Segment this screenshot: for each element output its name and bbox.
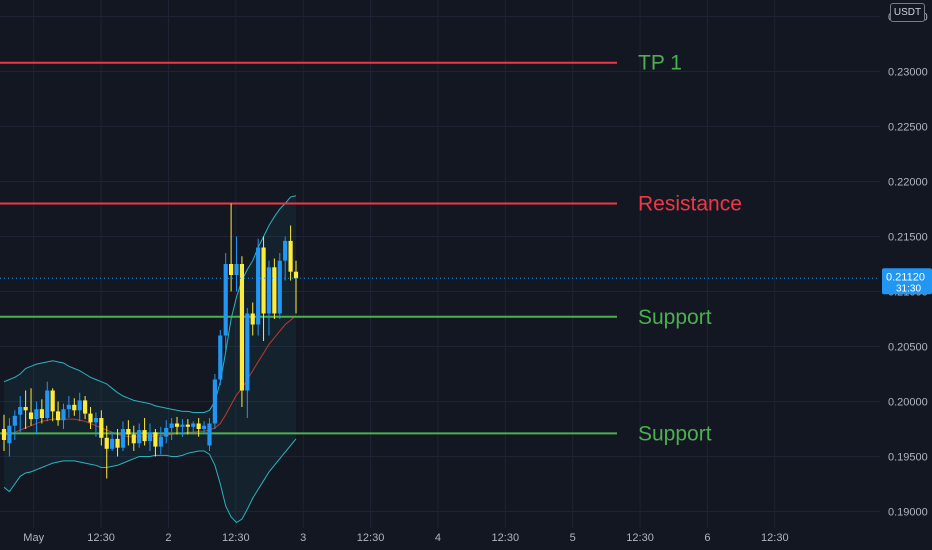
candle-body xyxy=(93,418,99,423)
candle-body xyxy=(120,429,126,448)
time-tick-label: May xyxy=(23,532,44,544)
candle-body xyxy=(229,264,234,275)
candle-body xyxy=(50,390,55,412)
level-label: Support xyxy=(638,422,712,445)
candle-body xyxy=(88,413,93,423)
candle-body xyxy=(110,438,115,449)
candle-body xyxy=(234,264,239,275)
time-tick-label: 6 xyxy=(704,532,710,544)
candle-body xyxy=(18,407,23,415)
time-tick-label: 2 xyxy=(165,532,171,544)
level-label: Resistance xyxy=(638,193,742,216)
time-tick-label: 5 xyxy=(570,532,576,544)
candle-body xyxy=(174,423,180,427)
candle-body xyxy=(28,412,34,420)
candle-body xyxy=(196,423,201,429)
price-tick-label: 0.20000 xyxy=(888,397,928,409)
price-tick-label: 0.22000 xyxy=(888,177,928,189)
candle-body xyxy=(115,438,120,448)
candle-body xyxy=(61,409,66,421)
price-tick-label: 0.23000 xyxy=(888,67,928,79)
candle-body xyxy=(207,423,212,446)
horizontal-levels[interactable]: TP 1 Resistance Support Support xyxy=(0,52,742,446)
candle-body xyxy=(153,432,158,447)
candle-body xyxy=(293,271,299,279)
candle-body xyxy=(142,430,147,442)
candle-body xyxy=(12,415,17,426)
level-label: TP 1 xyxy=(638,52,682,75)
candle-body xyxy=(169,423,174,428)
candle-body xyxy=(164,427,169,437)
candle-body xyxy=(218,335,223,380)
last-price-countdown: 31:30 xyxy=(896,283,921,294)
candle-body xyxy=(245,313,250,391)
price-tick-label: 0.19000 xyxy=(888,507,928,519)
time-tick-label: 12:30 xyxy=(626,532,654,544)
time-axis[interactable]: May 12:30 2 12:30 3 12:30 4 12:30 5 12:30 6 12:30 xyxy=(23,532,788,544)
candle-body xyxy=(288,240,293,272)
candle-body xyxy=(256,247,261,325)
time-tick-label: 3 xyxy=(300,532,306,544)
candle-body xyxy=(212,379,217,424)
candle-body xyxy=(272,267,277,314)
time-tick-label: 12:30 xyxy=(492,532,520,544)
band-fill xyxy=(4,195,296,523)
candle-body xyxy=(104,437,109,449)
candlesticks xyxy=(1,203,299,479)
candle-body xyxy=(99,418,104,438)
candle-body xyxy=(72,404,77,411)
candle-body xyxy=(131,434,136,444)
candle-body xyxy=(66,404,71,410)
candle-body xyxy=(7,425,12,444)
band-lower-line xyxy=(3,438,297,524)
candle-body xyxy=(147,432,153,442)
candle-body xyxy=(39,409,44,418)
last-price-badge xyxy=(882,268,932,295)
time-tick-label: 12:30 xyxy=(222,532,250,544)
price-tick-label: 0.20500 xyxy=(888,342,928,354)
candle-body xyxy=(239,264,245,391)
candle-body xyxy=(83,400,88,414)
price-tick-label: 0.19500 xyxy=(888,452,928,464)
currency-badge[interactable]: USDT xyxy=(890,3,925,22)
time-tick-label: 12:30 xyxy=(87,532,115,544)
time-tick-label: 12:30 xyxy=(357,532,385,544)
time-tick-label: 12:30 xyxy=(761,532,789,544)
candle-body xyxy=(277,260,282,314)
time-tick-label: 4 xyxy=(435,532,441,544)
candle-body xyxy=(1,429,7,440)
price-tick-label: 0.21500 xyxy=(888,232,928,244)
band-upper-line xyxy=(3,195,297,413)
candle-body xyxy=(126,429,131,435)
candle-body xyxy=(266,267,272,314)
candle-body xyxy=(55,411,61,421)
candle-body xyxy=(158,436,163,447)
candle-body xyxy=(34,409,39,420)
candle-body xyxy=(77,400,82,411)
candle-body xyxy=(223,264,228,336)
candle-body xyxy=(250,313,255,325)
candle-body xyxy=(137,430,142,444)
candle-body xyxy=(45,390,50,418)
candle-body xyxy=(23,407,28,411)
candle-body xyxy=(201,425,207,429)
candle-body xyxy=(185,424,190,427)
level-label: Support xyxy=(638,306,712,329)
candle-body xyxy=(180,424,185,427)
price-tick-label: 0.22500 xyxy=(888,122,928,134)
candle-body xyxy=(283,240,288,261)
candle-body xyxy=(191,423,196,427)
last-price-value: 0.21120 xyxy=(886,271,925,283)
candle-body xyxy=(261,247,266,314)
